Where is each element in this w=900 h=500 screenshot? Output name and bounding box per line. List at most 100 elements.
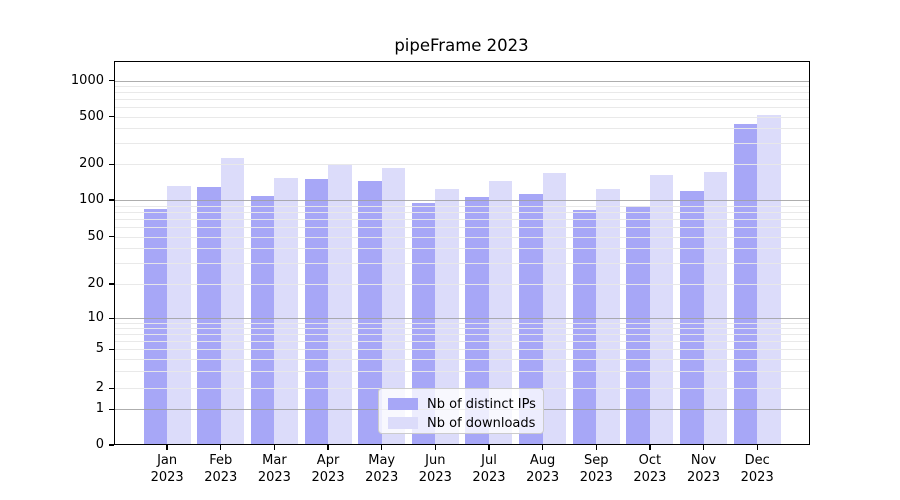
gridline-4 [113,358,810,360]
bar-distinct-ips-sep[interactable] [572,209,597,445]
x-tick-mark-oct [649,445,651,450]
bar-downloads-jun[interactable] [435,188,459,445]
legend: Nb of distinct IPs Nb of downloads [378,388,544,434]
x-tick-label-mar: Mar 2023 [257,453,291,485]
gridline-3 [113,371,810,373]
gridline-10 [113,318,810,320]
y-tick-mark-100 [108,199,114,201]
legend-label-downloads: Nb of downloads [427,415,536,431]
y-tick-mark-50 [108,236,114,238]
bar-distinct-ips-mar[interactable] [250,195,275,445]
y-tick-mark-500 [108,116,114,118]
x-tick-mark-apr [327,445,329,450]
gridline-700 [113,99,810,101]
x-tick-mark-aug [541,445,544,450]
y-tick-mark-0 [108,444,114,446]
gridline-5 [113,349,810,351]
gridline-500 [113,116,810,118]
gridline-7 [113,334,810,336]
bar-downloads-jul[interactable] [488,180,513,445]
gridline-100 [113,200,810,201]
gridline-300 [113,143,810,145]
gridline-8 [113,328,810,330]
bar-downloads-sep[interactable] [596,189,620,445]
legend-item-distinct-ips: Nb of distinct IPs [388,395,543,413]
y-tick-label-50: 50 [87,228,104,244]
bar-distinct-ips-feb[interactable] [197,186,221,445]
y-tick-label-500: 500 [79,108,104,124]
y-tick-mark-1000 [108,80,114,82]
gridline-80 [113,211,810,213]
bar-downloads-apr[interactable] [328,163,352,445]
bar-downloads-oct[interactable] [649,175,674,445]
bar-distinct-ips-aug[interactable] [519,194,543,445]
x-tick-mark-jul [488,445,490,450]
x-tick-mark-mar [273,445,276,450]
x-tick-mark-jan [166,445,168,450]
gridline-40 [113,248,810,250]
x-tick-label-may: May 2023 [365,453,399,485]
gridline-400 [113,128,810,130]
gridline-60 [113,227,810,229]
bar-downloads-jan[interactable] [167,186,191,445]
x-tick-label-aug: Aug 2023 [526,453,560,485]
x-tick-label-dec: Dec 2023 [740,453,774,485]
gridline-1000 [113,80,810,82]
legend-swatch-distinct-ips [388,398,418,410]
grid-layer [113,61,810,445]
bar-distinct-ips-apr[interactable] [304,179,329,445]
bar-downloads-dec[interactable] [757,115,781,445]
plot-area [113,61,811,445]
gridline-50 [113,236,810,238]
bar-distinct-ips-nov[interactable] [680,190,704,445]
x-tick-label-jul: Jul 2023 [472,453,506,485]
x-tick-label-nov: Nov 2023 [686,453,721,485]
bar-downloads-feb[interactable] [220,158,245,445]
gridline-200 [113,164,810,166]
x-tick-mark-feb [220,445,222,450]
bar-downloads-aug[interactable] [542,173,567,445]
x-tick-mark-may [381,445,383,450]
y-tick-mark-5 [108,348,114,350]
gridline-9 [113,323,810,324]
bar-distinct-ips-oct[interactable] [626,205,650,445]
bar-downloads-mar[interactable] [274,177,298,445]
y-tick-label-5: 5 [95,341,104,357]
bars-layer [114,61,811,445]
x-tick-label-feb: Feb 2023 [204,453,238,485]
bar-distinct-ips-jan[interactable] [143,209,168,445]
y-tick-label-1000: 1000 [70,72,104,88]
x-tick-mark-nov [702,445,705,450]
x-tick-mark-dec [756,445,758,450]
gridline-70 [113,218,810,220]
y-tick-mark-200 [108,163,114,165]
y-tick-label-200: 200 [79,156,104,172]
bar-downloads-nov[interactable] [703,172,728,445]
gridline-30 [113,263,810,265]
y-tick-label-20: 20 [87,276,104,291]
y-tick-mark-2 [108,387,114,389]
gridline-90 [113,205,810,207]
y-tick-label-1: 1 [95,401,104,417]
x-tick-label-oct: Oct 2023 [633,453,667,485]
bar-distinct-ips-may[interactable] [358,181,382,445]
y-tick-label-0: 0 [95,437,104,452]
y-tick-mark-10 [108,317,114,319]
y-tick-mark-1 [108,408,114,410]
bar-distinct-ips-jul[interactable] [465,196,489,445]
y-tick-label-2: 2 [95,380,104,396]
gridline-600 [113,107,810,109]
x-tick-label-sep: Sep 2023 [579,453,613,485]
y-tick-label-100: 100 [79,192,104,207]
x-tick-label-jan: Jan 2023 [150,453,184,485]
legend-item-downloads: Nb of downloads [388,414,543,432]
chart-title: pipeFrame 2023 [394,36,529,55]
gridline-800 [113,92,810,94]
x-tick-mark-sep [595,445,597,450]
gridline-900 [113,86,810,88]
gridline-20 [113,284,810,285]
legend-swatch-downloads [388,417,418,429]
x-tick-label-jun: Jun 2023 [418,453,452,485]
gridline-6 [113,341,810,343]
